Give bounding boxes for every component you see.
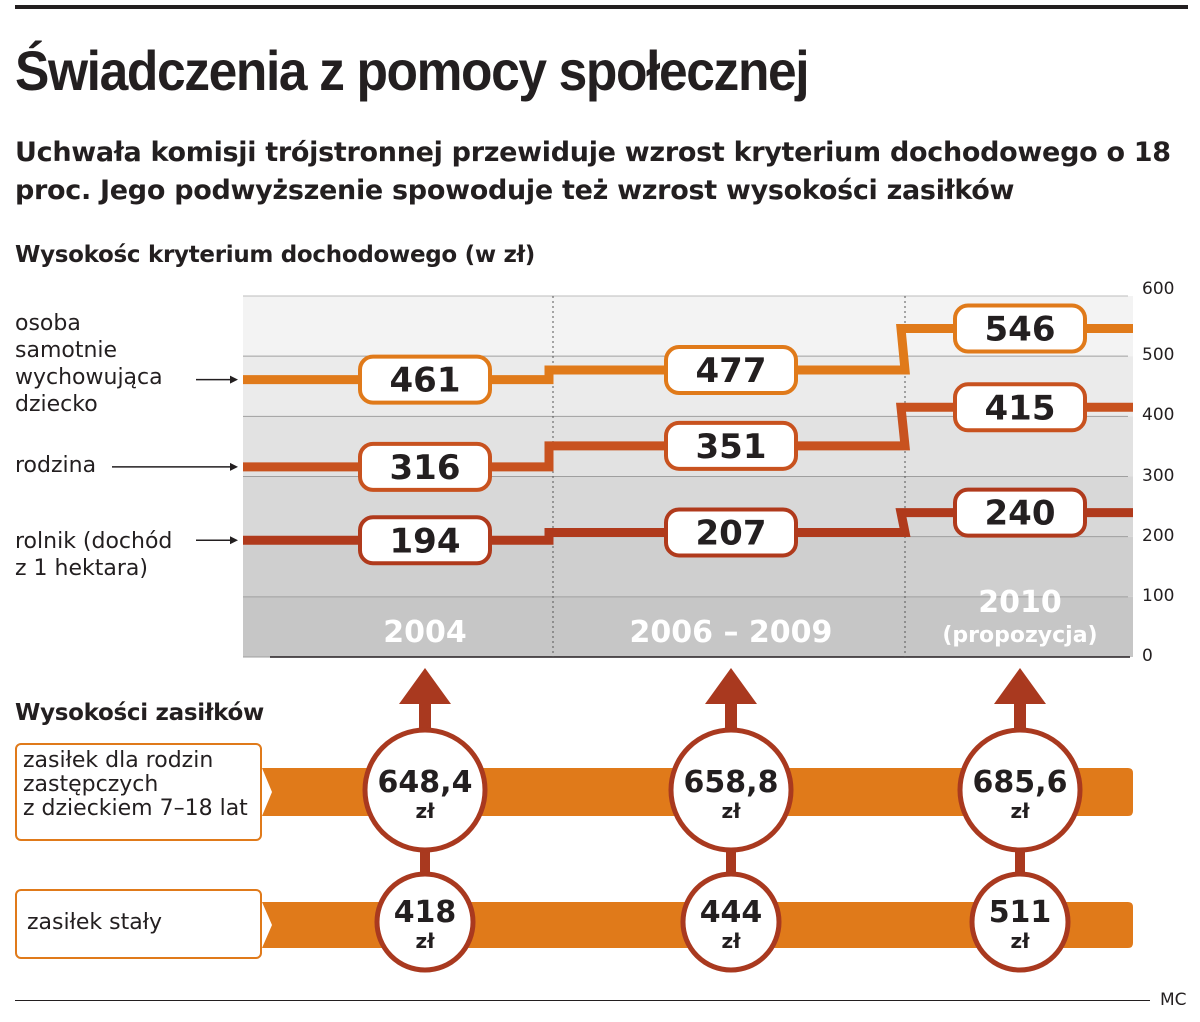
benefit-legend-box: zasiłek stały	[15, 889, 262, 959]
category-label: 2004	[383, 615, 467, 650]
benefit-circle	[668, 727, 794, 853]
grid-band	[243, 596, 1133, 657]
data-label: 351	[696, 427, 767, 467]
series-label: rolnik (dochód z 1 hektara)	[15, 528, 172, 582]
series-label-line: rodzina	[15, 453, 97, 478]
benefit-value: 685,6	[973, 765, 1068, 800]
data-label: 415	[985, 388, 1056, 428]
benefit-legend-line: zastępczych	[23, 772, 159, 797]
benefit-circle	[362, 727, 488, 853]
increase-arrow-head	[399, 668, 451, 704]
page-title: Świadczenia z pomocy społecznej	[15, 39, 810, 102]
value-box	[358, 515, 492, 566]
benefit-unit: zł	[415, 799, 435, 823]
value-box	[664, 345, 798, 396]
benefit-circle	[969, 871, 1071, 973]
y-tick-label: 500	[1142, 345, 1175, 366]
chart-title: Wysokośc kryterium dochodowego (w zł)	[15, 242, 536, 268]
page-subtitle: Uchwała komisji trójstronnej przewiduje …	[15, 137, 1171, 206]
data-label: 461	[390, 361, 461, 401]
value-box	[358, 441, 492, 492]
series-label-line: samotnie	[15, 338, 118, 363]
benefit-legend-line: zasiłek dla rodzin	[23, 748, 214, 773]
benefit-value: 648,4	[378, 765, 473, 800]
benefit-unit: zł	[1010, 929, 1030, 953]
value-box	[358, 354, 492, 405]
footer-rule	[15, 1000, 1150, 1001]
series-label-line: wychowująca	[15, 365, 163, 390]
series-label-line: osoba	[15, 311, 81, 336]
pointer-arrowhead	[230, 375, 238, 384]
y-tick-label: 100	[1142, 585, 1175, 606]
y-tick-label: 200	[1142, 525, 1175, 546]
category-sublabel: (propozycja)	[942, 623, 1097, 648]
series-label-line: dziecko	[15, 392, 98, 417]
pointer-arrowhead	[230, 462, 238, 471]
y-tick-label: 600	[1142, 279, 1175, 299]
benefit-legend-line: z dzieckiem 7–18 lat	[23, 796, 248, 821]
category-label: 2010	[978, 585, 1062, 620]
benefit-circle	[374, 871, 476, 973]
benefit-value: 418	[394, 895, 457, 930]
benefit-circle	[680, 871, 782, 973]
y-tick-label: 300	[1142, 465, 1175, 486]
data-label: 194	[390, 521, 461, 561]
pointer-arrowhead	[230, 536, 238, 545]
circle-connector	[420, 840, 430, 880]
category-label: 2006 – 2009	[630, 615, 833, 650]
series-label: rodzina	[15, 452, 96, 479]
benefit-value: 511	[989, 895, 1052, 930]
value-box	[664, 507, 798, 558]
series-label-line: rolnik (dochód	[15, 529, 173, 554]
benefit-legend-box: zasiłek dla rodzin zastępczych z dzieckiem…	[15, 743, 262, 841]
data-label: 477	[696, 351, 767, 391]
benefits-title: Wysokości zasiłków	[15, 700, 264, 726]
increase-arrow-head	[994, 668, 1046, 704]
series-label: osoba samotnie wychowująca dziecko	[15, 310, 163, 418]
benefit-unit: zł	[721, 929, 741, 953]
data-label: 207	[696, 513, 767, 553]
value-box	[953, 487, 1087, 538]
increase-arrow-head	[705, 668, 757, 704]
circle-connector	[1015, 840, 1025, 880]
top-rule	[15, 5, 1188, 9]
benefit-value: 444	[700, 895, 763, 930]
benefit-unit: zł	[721, 799, 741, 823]
data-label: 240	[985, 494, 1056, 534]
author-credit: MC	[1160, 990, 1187, 1010]
value-box	[664, 420, 798, 471]
benefit-unit: zł	[1010, 799, 1030, 823]
benefit-legend-line: zasiłek stały	[27, 910, 162, 935]
value-box	[953, 382, 1087, 433]
benefit-value: 658,8	[684, 765, 779, 800]
y-tick-label: 0	[1142, 646, 1153, 666]
series-label-line: z 1 hektara)	[15, 556, 148, 581]
data-label: 546	[985, 309, 1056, 349]
y-tick-label: 400	[1142, 405, 1175, 426]
value-box	[953, 303, 1087, 354]
circle-connector	[726, 840, 736, 880]
benefit-unit: zł	[415, 929, 435, 953]
data-label: 316	[390, 448, 461, 488]
benefit-circle	[957, 727, 1083, 853]
